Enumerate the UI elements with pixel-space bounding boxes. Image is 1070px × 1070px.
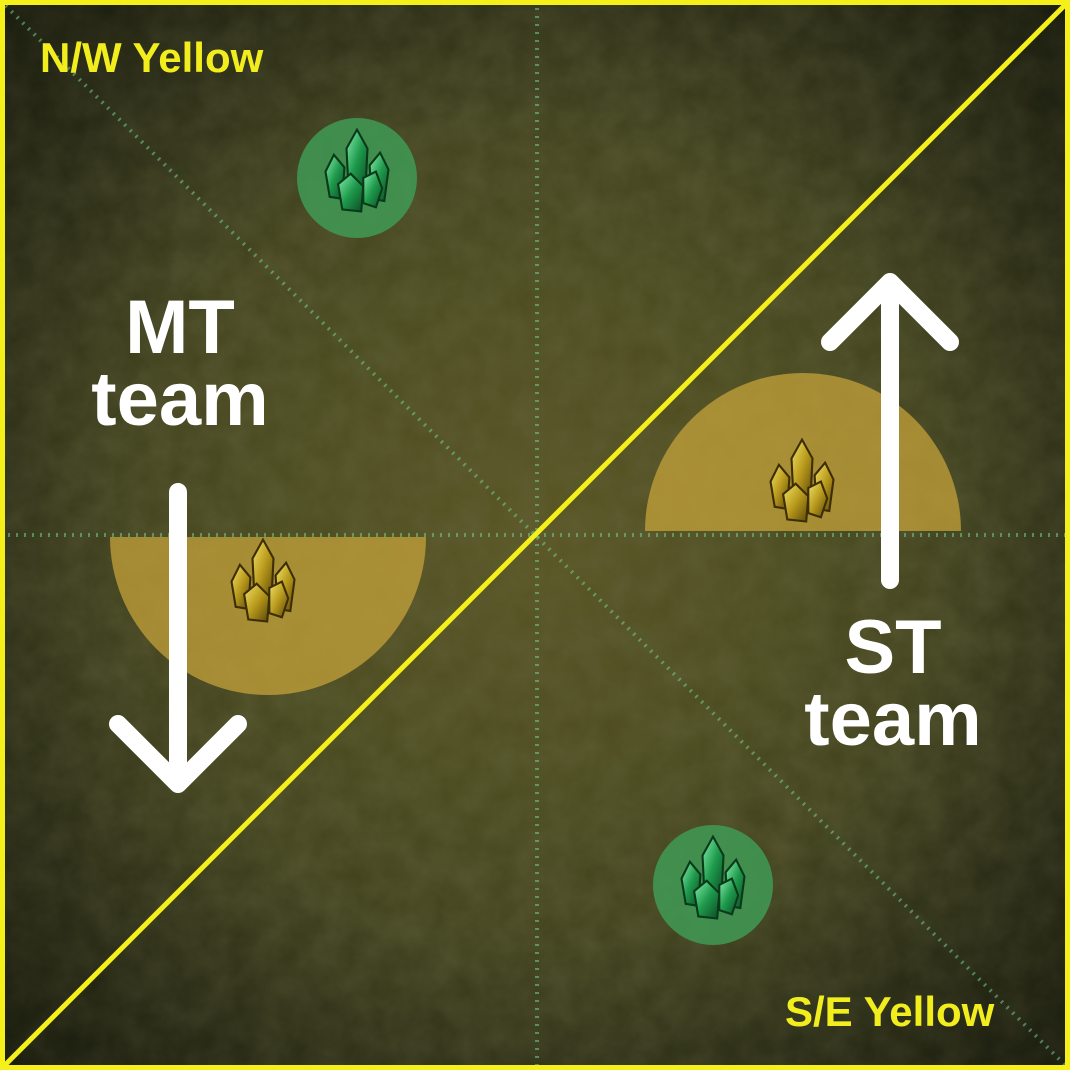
- corner-label-north-west: N/W Yellow: [40, 34, 264, 81]
- mt-team-line1: MT: [125, 285, 235, 370]
- st-arrow-up-icon: [821, 273, 959, 589]
- mt-arrow-down-icon: [109, 483, 247, 793]
- mt-team-line2: team: [91, 357, 269, 442]
- st-team-line1: ST: [844, 605, 942, 690]
- corner-label-south-east: S/E Yellow: [785, 988, 995, 1035]
- mt-team-label: MT team: [50, 285, 310, 442]
- st-team-label: ST team: [763, 605, 1023, 762]
- st-team-line2: team: [804, 677, 982, 762]
